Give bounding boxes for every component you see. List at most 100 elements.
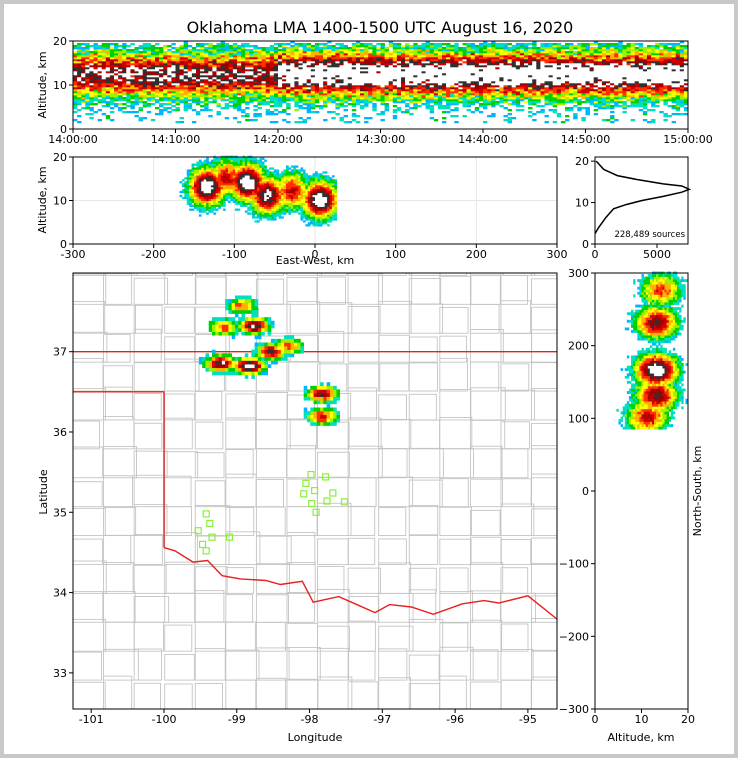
- density-cell: [159, 89, 164, 92]
- density-cell: [187, 107, 193, 110]
- density-cell: [429, 99, 435, 102]
- density-cell: [647, 109, 652, 112]
- density-cell: [671, 93, 676, 96]
- density-cell: [413, 67, 418, 70]
- density-cell: [499, 65, 504, 68]
- density-cell: [130, 63, 135, 66]
- density-cell: [175, 87, 180, 90]
- density-cell: [220, 61, 225, 64]
- density-cell: [536, 71, 541, 74]
- density-cell: [585, 97, 590, 100]
- density-cell: [130, 49, 135, 52]
- density-cell: [146, 93, 152, 96]
- density-cell: [601, 75, 607, 78]
- density-cell: [372, 67, 377, 70]
- density-cell: [331, 95, 336, 98]
- density-cell: [319, 73, 324, 76]
- density-cell: [610, 55, 615, 58]
- density-cell: [401, 79, 406, 82]
- density-cell: [134, 93, 139, 96]
- density-cell: [491, 55, 496, 58]
- density-cell: [606, 93, 611, 96]
- density-cell: [286, 91, 291, 94]
- density-cell: [183, 109, 189, 112]
- density-cell: [589, 43, 594, 46]
- density-cell: [138, 55, 143, 58]
- density-cell: [601, 101, 607, 104]
- density-cell: [228, 91, 234, 94]
- density-cell: [343, 101, 348, 104]
- density-cell: [327, 83, 332, 86]
- density-cell: [581, 43, 586, 46]
- density-cell: [446, 69, 451, 72]
- density-cell: [606, 103, 611, 106]
- density-cell: [237, 55, 242, 58]
- density-cell: [651, 109, 656, 112]
- density-cell: [134, 49, 139, 52]
- density-cell: [114, 45, 119, 48]
- density-cell: [573, 67, 578, 70]
- density-cell: [171, 95, 176, 98]
- density-cell: [216, 111, 221, 114]
- density-cell: [335, 69, 340, 72]
- density-cell: [519, 81, 525, 84]
- density-cell: [360, 75, 365, 78]
- density-cell: [437, 93, 443, 96]
- density-cell: [409, 83, 414, 86]
- density-cell: [138, 61, 143, 64]
- density-cell: [253, 73, 258, 76]
- density-cell: [286, 65, 291, 68]
- density-cell: [663, 113, 668, 116]
- density-cell: [364, 77, 369, 80]
- density-cell: [232, 77, 238, 80]
- density-cell: [388, 71, 394, 74]
- density-cell: [507, 77, 512, 80]
- density-cell: [179, 71, 184, 74]
- density-cell: [548, 59, 553, 62]
- density-cell: [150, 69, 156, 72]
- density-cell: [175, 107, 180, 110]
- density-cell: [585, 67, 590, 70]
- density-cell: [360, 53, 365, 56]
- density-cell: [372, 55, 377, 58]
- density-cell: [409, 71, 414, 74]
- density-cell: [417, 77, 422, 80]
- density-cell: [286, 69, 291, 72]
- density-cell: [186, 194, 190, 198]
- density-cell: [319, 89, 324, 92]
- density-cell: [474, 63, 480, 66]
- density-cell: [241, 51, 246, 54]
- density-cell: [450, 83, 455, 86]
- density-cell: [228, 77, 234, 80]
- density-cell: [560, 57, 566, 60]
- density-cell: [581, 89, 586, 92]
- density-cell: [462, 77, 467, 80]
- density-cell: [85, 57, 90, 60]
- density-cell: [589, 69, 594, 72]
- density-cell: [237, 65, 242, 68]
- density-cell: [208, 49, 213, 52]
- density-cell: [171, 67, 176, 70]
- density-cell: [437, 67, 443, 70]
- density-cell: [487, 71, 492, 74]
- density-cell: [319, 53, 324, 56]
- density-cell: [282, 85, 287, 88]
- density-cell: [77, 61, 82, 64]
- density-cell: [630, 91, 635, 94]
- density-cell: [597, 107, 603, 110]
- density-cell: [491, 97, 496, 100]
- density-cell: [655, 105, 660, 108]
- density-cell: [273, 89, 279, 92]
- density-cell: [298, 93, 303, 96]
- density-cell: [634, 65, 640, 68]
- density-cell: [183, 41, 189, 44]
- density-cell: [601, 95, 607, 98]
- density-cell: [544, 101, 549, 104]
- density-cell: [183, 105, 189, 108]
- density-cell: [589, 59, 594, 62]
- density-cell: [273, 83, 279, 86]
- density-cell: [186, 177, 190, 180]
- density-cell: [548, 91, 553, 94]
- density-cell: [335, 83, 340, 86]
- density-cell: [327, 73, 332, 76]
